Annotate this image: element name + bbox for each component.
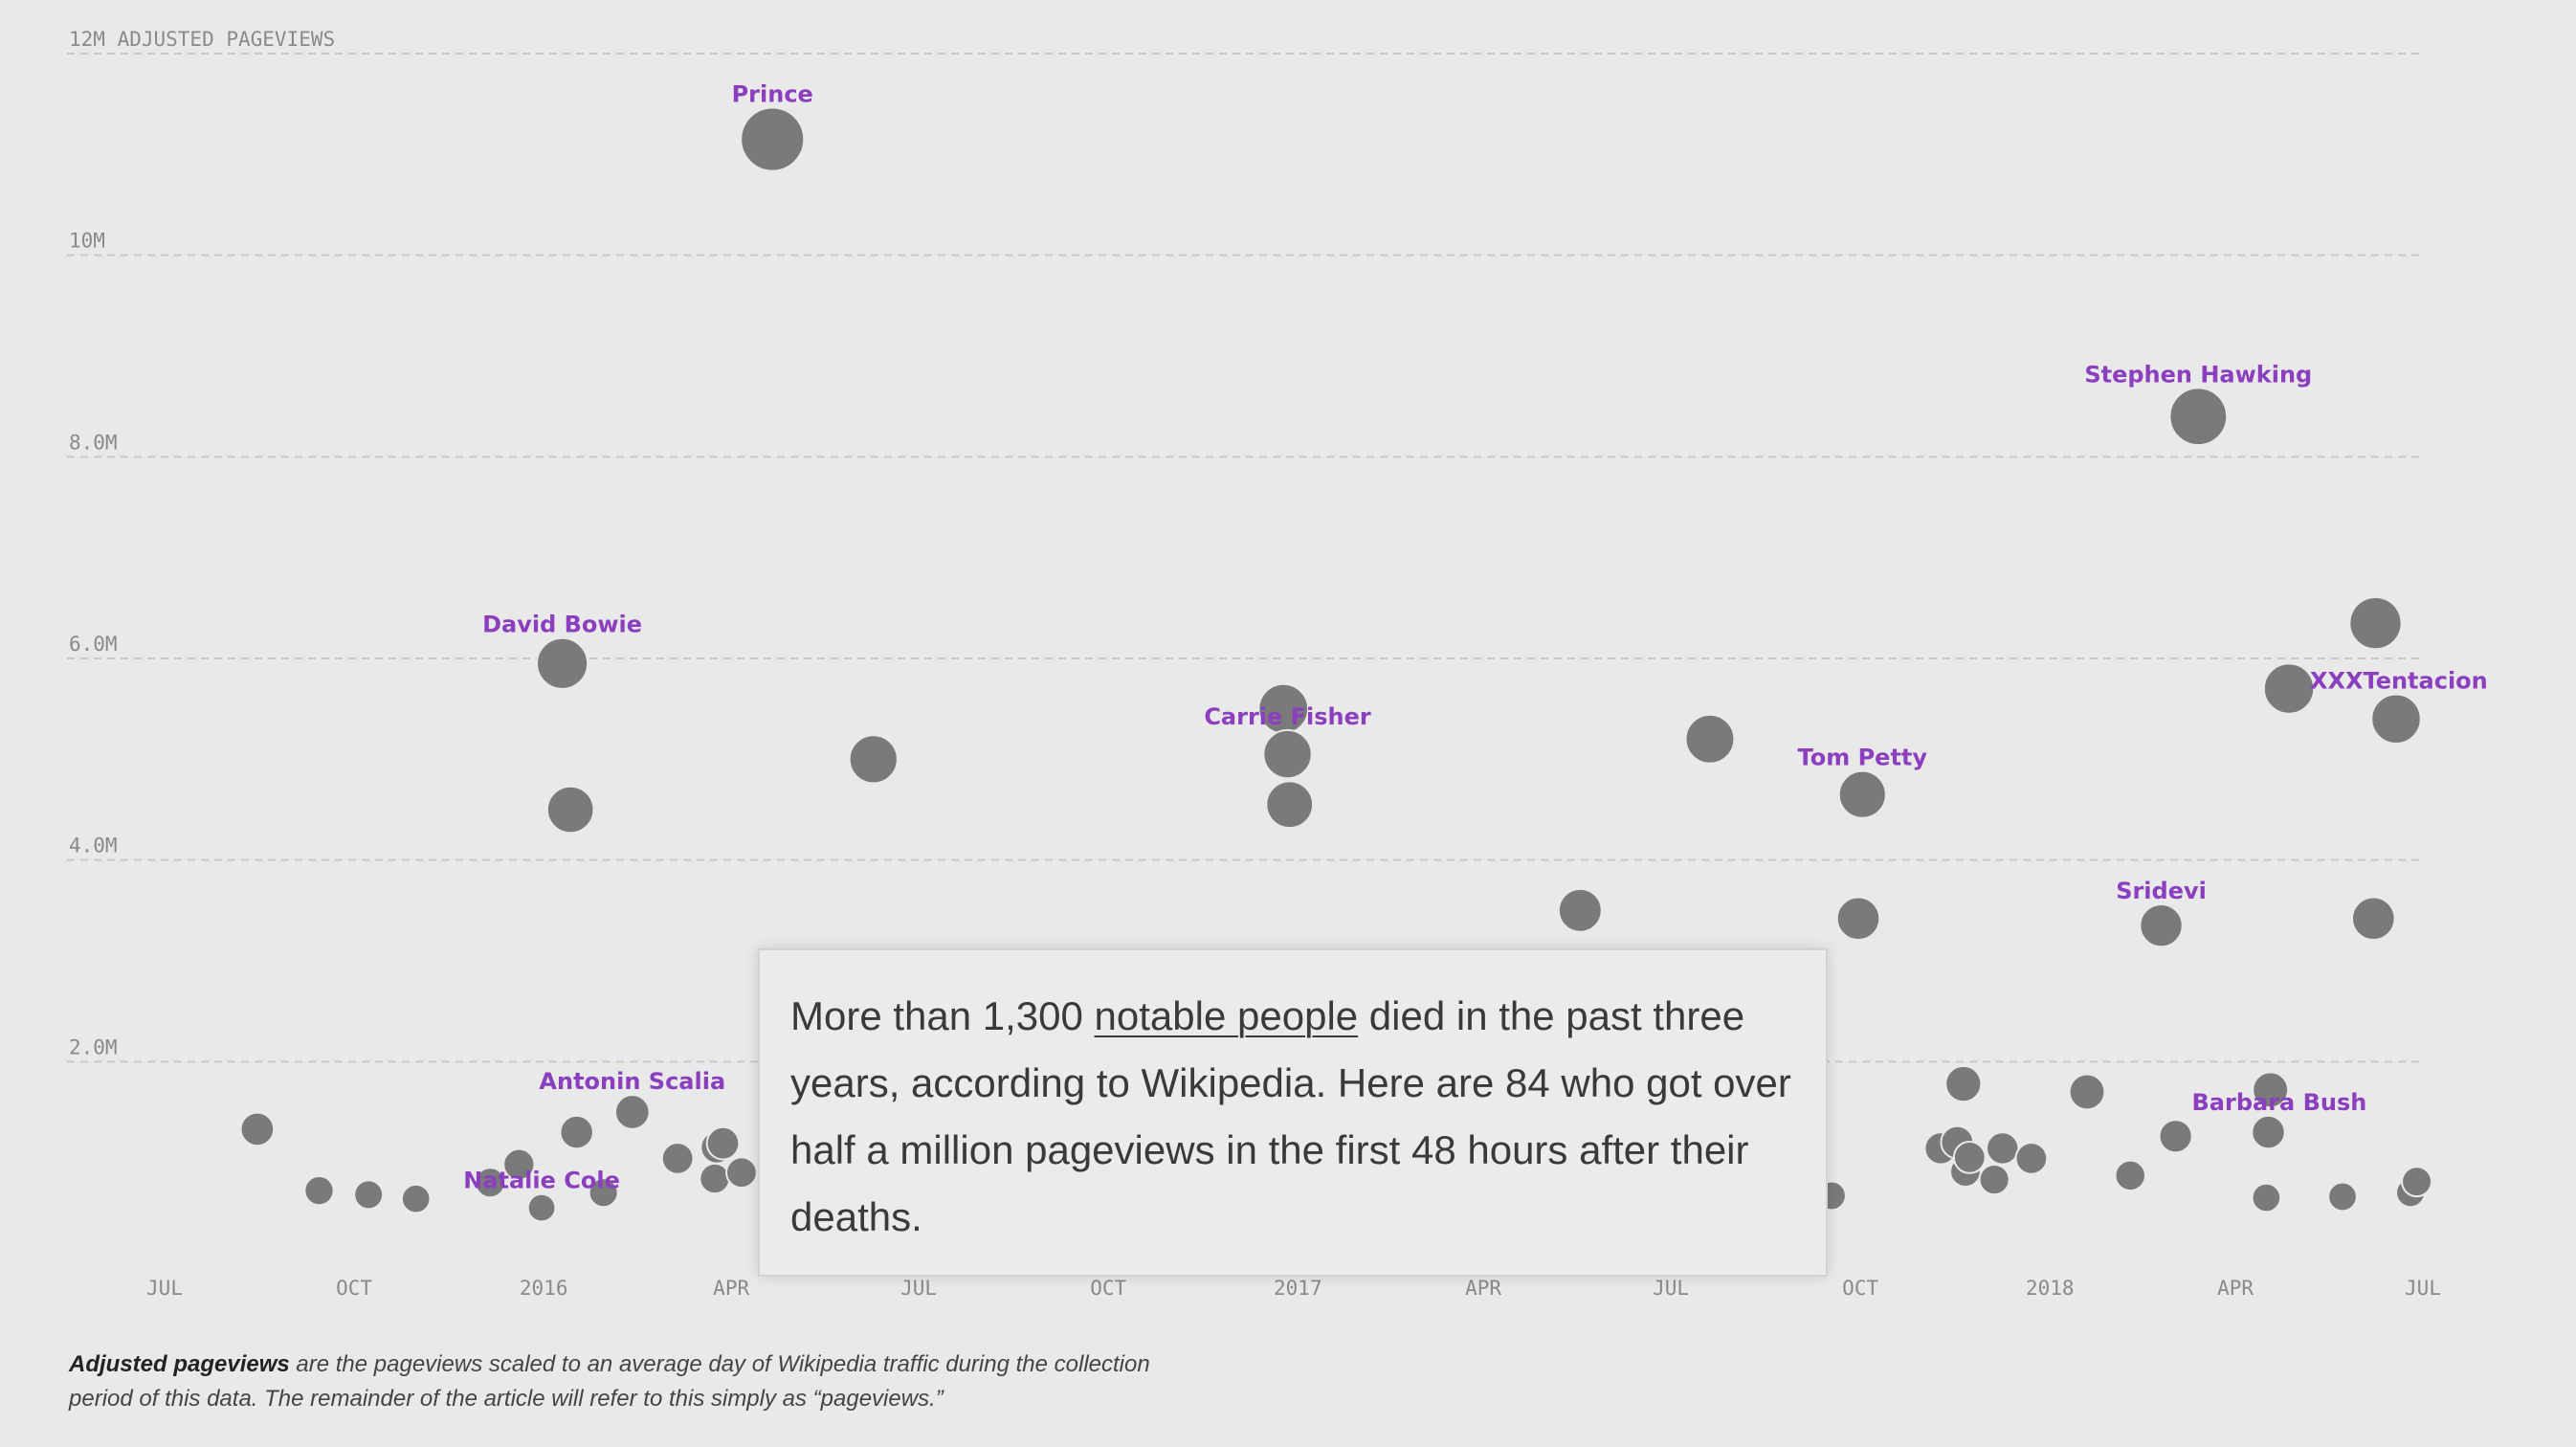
- data-point-13[interactable]: [400, 1183, 432, 1214]
- x-tick-apr-7: APR: [1465, 1277, 1501, 1300]
- point-labels: Prince Stephen Hawking David Bowie Carrie F…: [463, 80, 2488, 1193]
- x-tick-jul-4: JUL: [900, 1277, 937, 1300]
- data-point-34[interactable]: [2158, 1119, 2193, 1154]
- data-points: [239, 106, 2433, 1223]
- label-sridevi: Sridevi: [2116, 878, 2207, 904]
- y-tick-4-0m: 4.0M: [69, 835, 118, 857]
- label-prince: Prince: [732, 80, 813, 107]
- data-point-xxxtentacion[interactable]: [2370, 693, 2422, 745]
- data-point-31[interactable]: [2014, 1142, 2049, 1175]
- data-point-38[interactable]: [2401, 1166, 2433, 1198]
- x-tick-apr-3: APR: [713, 1277, 749, 1300]
- x-tick-jul-0: JUL: [146, 1277, 183, 1300]
- y-tick-10m: 10M: [69, 230, 105, 253]
- data-point-32[interactable]: [2068, 1073, 2106, 1111]
- footnote: Adjusted pageviews are the pageviews sca…: [69, 1347, 1169, 1416]
- data-point-antonin-scalia[interactable]: [613, 1094, 651, 1130]
- label-carrie-fisher: Carrie Fisher: [1204, 703, 1371, 730]
- x-tick-apr-11: APR: [2217, 1277, 2254, 1300]
- footnote-text: are the pageviews scaled to an average d…: [69, 1351, 1150, 1412]
- label-stephen-hawking: Stephen Hawking: [2084, 361, 2312, 388]
- notable-people-link[interactable]: notable people: [1094, 993, 1359, 1038]
- data-point-0[interactable]: [848, 734, 899, 785]
- data-point-14[interactable]: [474, 1167, 506, 1199]
- x-tick-oct-9: OCT: [1842, 1277, 1878, 1300]
- label-barbara-bush: Barbara Bush: [2192, 1089, 2367, 1116]
- x-tick-jul-8: JUL: [1653, 1277, 1689, 1300]
- data-point-30[interactable]: [1986, 1131, 2020, 1166]
- x-tick-jul-12: JUL: [2405, 1277, 2441, 1300]
- data-point-18[interactable]: [660, 1142, 695, 1175]
- data-point-stephen-hawking[interactable]: [2168, 387, 2229, 447]
- y-axis-ticks: 12M ADJUSTED PAGEVIEWS 10M 8.0M 6.0M 4.0M 2.0…: [69, 28, 335, 1058]
- x-tick-oct-1: OCT: [336, 1277, 372, 1300]
- data-point-12[interactable]: [353, 1179, 385, 1211]
- data-point-tom-petty[interactable]: [1837, 769, 1887, 819]
- footnote-term: Adjusted pageviews: [69, 1351, 290, 1377]
- data-point-8[interactable]: [2262, 662, 2316, 715]
- y-tick-12m-adjusted-pageviews: 12M ADJUSTED PAGEVIEWS: [69, 28, 335, 51]
- data-point-20[interactable]: [705, 1125, 741, 1161]
- label-tom-petty: Tom Petty: [1798, 745, 1928, 771]
- data-point-26[interactable]: [1944, 1064, 1983, 1103]
- data-point-17[interactable]: [588, 1177, 619, 1209]
- y-tick-2-0m: 2.0M: [69, 1035, 118, 1058]
- data-point-7[interactable]: [2348, 595, 2403, 651]
- gridlines: [67, 53, 2421, 1063]
- x-tick-2018-10: 2018: [2026, 1277, 2075, 1300]
- data-point-david-bowie[interactable]: [536, 636, 589, 690]
- data-point-15[interactable]: [502, 1147, 536, 1181]
- intro-text-after: died in the past three years, according …: [790, 993, 1791, 1239]
- data-point-3[interactable]: [545, 785, 595, 835]
- data-point-39[interactable]: [2252, 1071, 2290, 1109]
- y-tick-8-0m: 8.0M: [69, 431, 118, 454]
- data-point-2[interactable]: [1265, 780, 1315, 830]
- label-natalie-cole: Natalie Cole: [463, 1168, 620, 1194]
- x-tick-2016-2: 2016: [520, 1277, 568, 1300]
- data-point-10[interactable]: [239, 1111, 276, 1147]
- data-point-carrie-fisher[interactable]: [1262, 728, 1313, 780]
- data-point-28[interactable]: [1952, 1141, 1987, 1174]
- data-point-9[interactable]: [2351, 896, 2396, 942]
- data-point-5[interactable]: [1684, 713, 1736, 765]
- data-point-29[interactable]: [1978, 1164, 2010, 1196]
- label-xxxtentacion: XXXTentacion: [2310, 667, 2488, 694]
- data-point-35[interactable]: [2251, 1182, 2282, 1213]
- data-point-36[interactable]: [2327, 1181, 2358, 1213]
- data-point-prince[interactable]: [740, 106, 806, 172]
- x-tick-2017-6: 2017: [1274, 1277, 1322, 1300]
- data-point-sridevi[interactable]: [2139, 902, 2184, 948]
- intro-text-before: More than 1,300: [790, 993, 1095, 1038]
- data-point-6[interactable]: [1835, 896, 1881, 942]
- label-david-bowie: David Bowie: [482, 612, 642, 638]
- intro-text-box: More than 1,300 notable people died in t…: [758, 948, 1828, 1277]
- data-point-barbara-bush[interactable]: [2251, 1114, 2286, 1150]
- data-point-33[interactable]: [2114, 1159, 2146, 1192]
- y-tick-6-0m: 6.0M: [69, 633, 118, 656]
- data-point-11[interactable]: [303, 1175, 335, 1207]
- data-point-22[interactable]: [725, 1156, 758, 1190]
- data-point-16[interactable]: [559, 1114, 594, 1150]
- label-antonin-scalia: Antonin Scalia: [539, 1068, 725, 1095]
- x-axis-ticks: JUL OCT 2016 APR JUL OCT 2017 APR JUL OCT 2018 APR J…: [146, 1277, 2441, 1300]
- x-tick-oct-5: OCT: [1090, 1277, 1126, 1300]
- data-point-21[interactable]: [699, 1162, 731, 1195]
- data-point-natalie-cole[interactable]: [526, 1192, 557, 1223]
- data-point-4[interactable]: [1557, 887, 1603, 933]
